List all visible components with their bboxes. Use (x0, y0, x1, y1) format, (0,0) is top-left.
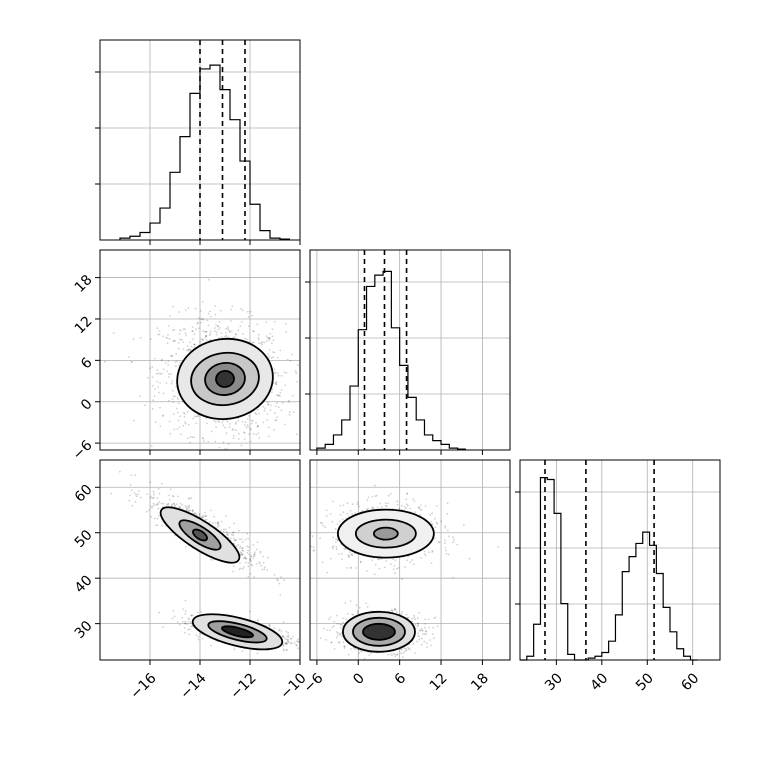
contour-line (362, 622, 396, 641)
contour-line (207, 620, 268, 644)
contour-line (192, 528, 208, 542)
hist-panel-p2 (515, 459, 721, 661)
histogram-p1 (316, 270, 466, 450)
histogram-p2 (520, 477, 698, 661)
ytick-label-p1: 12 (72, 313, 96, 337)
ytick-label-p1: 18 (72, 272, 96, 296)
xtick-label-p1: 18 (468, 670, 492, 694)
joint-panel-p0-p2 (99, 459, 301, 661)
ytick-label-p2: 50 (72, 527, 96, 551)
ytick-label-p2: 30 (72, 618, 96, 642)
xtick-label-p2: 30 (542, 670, 566, 694)
axes-frame (309, 249, 511, 451)
contour-line (159, 506, 241, 564)
xtick-label-p2: 50 (633, 670, 657, 694)
contour-line (221, 625, 254, 639)
xtick-label-p1: 6 (392, 670, 410, 688)
xtick-label-p0: −16 (127, 670, 159, 702)
ytick-label-p2: 60 (72, 482, 96, 506)
axes-frame (519, 459, 721, 661)
contour-line (178, 519, 222, 551)
contour-line (354, 518, 417, 549)
xtick-label-p2: 40 (588, 670, 612, 694)
histogram-p0 (119, 64, 290, 240)
xtick-label-p1: −6 (301, 670, 327, 696)
contour-line (215, 370, 235, 388)
xtick-label-p1: 12 (427, 670, 451, 694)
contour-line (204, 361, 246, 396)
density-level (362, 623, 395, 640)
contour-line (336, 508, 435, 559)
contour-line (176, 337, 274, 421)
contour-line (190, 351, 260, 407)
contour-line (372, 526, 399, 541)
xtick-label-p0: −12 (227, 670, 259, 702)
xtick-label-p2: 60 (678, 670, 702, 694)
ytick-label-p1: −6 (70, 437, 96, 463)
joint-panel-p0-p1 (99, 249, 301, 451)
density-level (373, 527, 398, 540)
ytick-label-p1: 6 (78, 355, 96, 373)
xtick-label-p1: 0 (350, 670, 368, 688)
density-level (192, 529, 208, 541)
density-level (216, 370, 234, 387)
xtick-label-p0: −14 (177, 670, 209, 702)
hist-panel-p1 (305, 249, 511, 451)
contour-line (342, 610, 416, 653)
axes-frame (309, 459, 511, 661)
contour-line (191, 613, 284, 651)
density-level (221, 626, 254, 638)
hist-panel-p0 (95, 39, 301, 241)
ytick-label-p1: 0 (78, 396, 96, 414)
ytick-label-p2: 40 (72, 573, 96, 597)
contour-line (352, 616, 406, 647)
joint-panel-p1-p2 (309, 459, 511, 661)
